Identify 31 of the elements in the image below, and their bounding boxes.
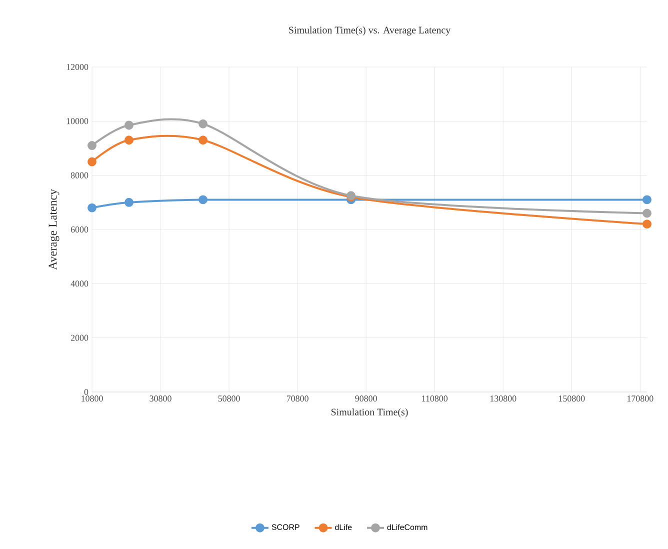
x-tick-label: 90800	[355, 396, 377, 402]
x-tick-label: 10800	[82, 396, 103, 402]
point	[124, 136, 134, 145]
point	[198, 136, 208, 145]
x-tick-label: 150800	[558, 396, 585, 402]
y-tick-label: 0	[84, 388, 88, 396]
x-tick-label: 170800	[627, 396, 654, 402]
x-axis-title: Simulation Time(s)	[331, 408, 408, 418]
x-tick-label: 70800	[286, 396, 308, 402]
point	[88, 203, 96, 212]
y-tick-label: 2000	[70, 334, 88, 341]
y-tick-label: 6000	[70, 226, 88, 233]
y-axis-title: Average Latency	[48, 188, 60, 270]
y-tick-label: 12000	[66, 64, 88, 70]
point	[124, 198, 134, 207]
point	[88, 157, 96, 166]
x-tick-label: 30800	[150, 396, 172, 402]
point	[642, 195, 652, 204]
x-tick-label: 110800	[422, 396, 448, 402]
point	[198, 195, 208, 204]
point	[642, 220, 652, 229]
x-tick-label: 130800	[490, 396, 516, 402]
y-tick-label: 4000	[70, 280, 88, 287]
y-tick-label: 8000	[70, 172, 88, 178]
y-tick-label: 10000	[66, 118, 88, 124]
point	[88, 141, 96, 150]
point	[124, 120, 134, 130]
point	[198, 119, 208, 128]
chart-title: Simulation Time(s) vs. Average Latency	[289, 26, 451, 36]
point	[642, 208, 652, 218]
x-tick-label: 50800	[218, 396, 240, 402]
